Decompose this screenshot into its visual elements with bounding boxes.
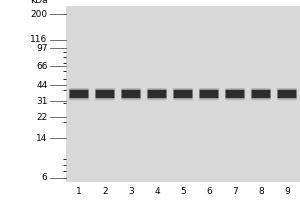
FancyBboxPatch shape bbox=[200, 90, 218, 98]
Text: 44: 44 bbox=[36, 81, 47, 90]
Text: 97: 97 bbox=[36, 44, 47, 53]
Text: 9: 9 bbox=[284, 187, 290, 196]
FancyBboxPatch shape bbox=[95, 88, 115, 100]
Text: 22: 22 bbox=[36, 113, 47, 122]
Text: kDa: kDa bbox=[30, 0, 47, 5]
Text: 6: 6 bbox=[206, 187, 212, 196]
FancyBboxPatch shape bbox=[199, 88, 219, 100]
FancyBboxPatch shape bbox=[278, 90, 296, 98]
FancyBboxPatch shape bbox=[122, 90, 140, 98]
FancyBboxPatch shape bbox=[225, 88, 245, 100]
FancyBboxPatch shape bbox=[173, 88, 193, 100]
FancyBboxPatch shape bbox=[251, 90, 271, 98]
FancyBboxPatch shape bbox=[251, 88, 271, 100]
Text: 1: 1 bbox=[76, 187, 82, 196]
Text: 7: 7 bbox=[232, 187, 238, 196]
FancyBboxPatch shape bbox=[148, 90, 166, 98]
FancyBboxPatch shape bbox=[95, 90, 115, 98]
Text: 5: 5 bbox=[180, 187, 186, 196]
Text: 14: 14 bbox=[36, 134, 47, 143]
FancyBboxPatch shape bbox=[121, 88, 141, 100]
Text: 6: 6 bbox=[42, 173, 47, 182]
FancyBboxPatch shape bbox=[226, 90, 244, 98]
Text: 2: 2 bbox=[102, 187, 108, 196]
FancyBboxPatch shape bbox=[173, 90, 193, 98]
Text: 116: 116 bbox=[30, 35, 47, 44]
FancyBboxPatch shape bbox=[69, 88, 89, 100]
FancyBboxPatch shape bbox=[277, 88, 297, 100]
Text: 31: 31 bbox=[36, 97, 47, 106]
FancyBboxPatch shape bbox=[147, 88, 167, 100]
Text: 4: 4 bbox=[154, 187, 160, 196]
Text: 3: 3 bbox=[128, 187, 134, 196]
Text: 8: 8 bbox=[258, 187, 264, 196]
Text: 66: 66 bbox=[36, 62, 47, 71]
Text: 200: 200 bbox=[30, 10, 47, 19]
FancyBboxPatch shape bbox=[70, 90, 88, 98]
